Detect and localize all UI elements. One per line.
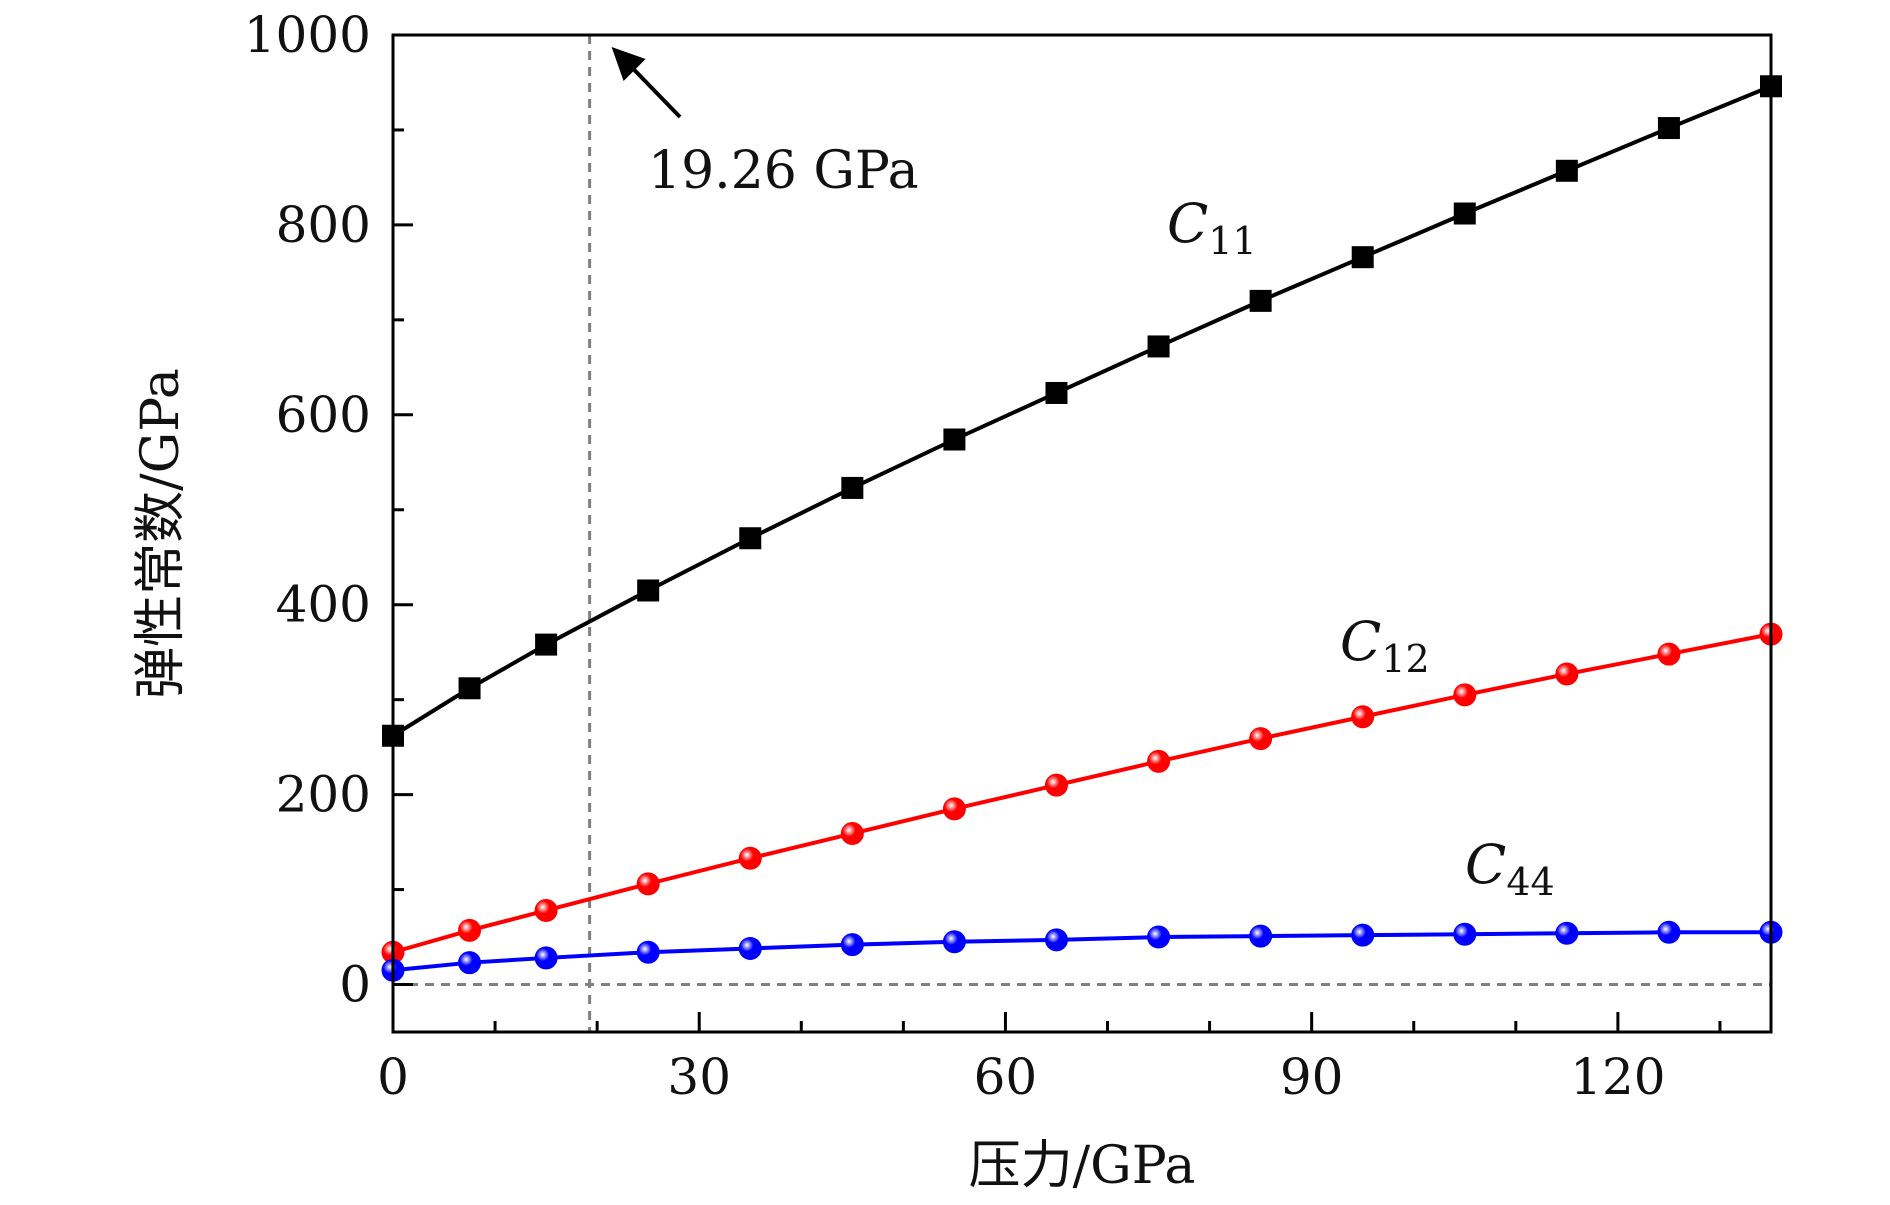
data-point-c11: [1657, 117, 1680, 140]
series-label-c11: C11: [1167, 192, 1257, 263]
data-point-c44: [738, 936, 762, 960]
data-point-c12: [1555, 662, 1579, 686]
axes-group: 0 30 60 90 120 0 200 400 600 800 1000: [244, 6, 1773, 1106]
data-point-c11: [739, 527, 762, 550]
y-axis-title: 弹性常数/GPa: [131, 368, 191, 699]
data-point-c44: [1249, 924, 1273, 948]
data-point-c12: [1351, 705, 1375, 729]
data-point-c11: [841, 476, 864, 499]
x-tick-label: 30: [667, 1048, 731, 1106]
data-point-c12: [1453, 683, 1477, 707]
data-point-c44: [1555, 921, 1579, 945]
series-group: [381, 75, 1783, 982]
y-tick-label: 1000: [244, 6, 371, 64]
data-point-c44: [1453, 922, 1477, 946]
data-point-c12: [840, 822, 864, 846]
data-point-c12: [1147, 749, 1171, 773]
series-line-c11: [391, 84, 1772, 738]
data-point-c44: [1147, 925, 1171, 949]
data-point-c11: [1453, 202, 1476, 225]
data-point-c12: [636, 872, 660, 896]
y-tick-label: 600: [276, 386, 371, 444]
data-point-c44: [942, 930, 966, 954]
x-tick-label: 120: [1570, 1048, 1665, 1106]
data-point-c12: [534, 898, 558, 922]
data-point-c11: [1249, 289, 1272, 312]
data-point-c12: [942, 797, 966, 821]
data-point-c12: [738, 846, 762, 870]
data-point-c44: [636, 940, 660, 964]
series-label-c12: C12: [1340, 610, 1430, 681]
data-point-c11: [458, 677, 481, 700]
data-point-c44: [534, 946, 558, 970]
plot-frame: [391, 33, 1773, 1034]
y-tick-label: 400: [276, 576, 371, 634]
data-point-c11: [535, 633, 558, 656]
x-tick-label: 60: [974, 1048, 1038, 1106]
pressure-annotation: 19.26 GPa: [648, 141, 919, 201]
y-tick-label: 200: [276, 766, 371, 824]
data-point-c44: [458, 951, 482, 975]
data-point-c11: [1045, 381, 1068, 404]
series-label-c44: C44: [1465, 833, 1555, 904]
annotation-arrow-head: [611, 47, 646, 81]
y-tick-label: 800: [276, 196, 371, 254]
data-point-c11: [943, 428, 966, 451]
annotation-arrow-line: [624, 59, 682, 119]
x-axis-title: 压力/GPa: [969, 1136, 1196, 1196]
data-point-c11: [1555, 159, 1578, 182]
y-tick-label: 0: [339, 956, 371, 1014]
data-point-c44: [1657, 920, 1681, 944]
x-tick-label: 0: [377, 1048, 409, 1106]
labels-group: 压力/GPa 弹性常数/GPa 19.26 GPa C11 C12 C44: [131, 47, 1555, 1196]
data-point-c11: [1351, 246, 1374, 269]
data-point-c44: [1044, 928, 1068, 952]
data-point-c12: [1249, 727, 1273, 751]
data-point-c11: [637, 579, 660, 602]
data-point-c44: [840, 933, 864, 957]
x-tick-label: 90: [1280, 1048, 1344, 1106]
data-point-c12: [1657, 642, 1681, 666]
data-point-c12: [1044, 773, 1068, 797]
reference-lines: [393, 35, 1771, 1032]
data-point-c44: [1351, 923, 1375, 947]
data-point-c12: [458, 918, 482, 942]
data-point-c11: [1147, 335, 1170, 358]
